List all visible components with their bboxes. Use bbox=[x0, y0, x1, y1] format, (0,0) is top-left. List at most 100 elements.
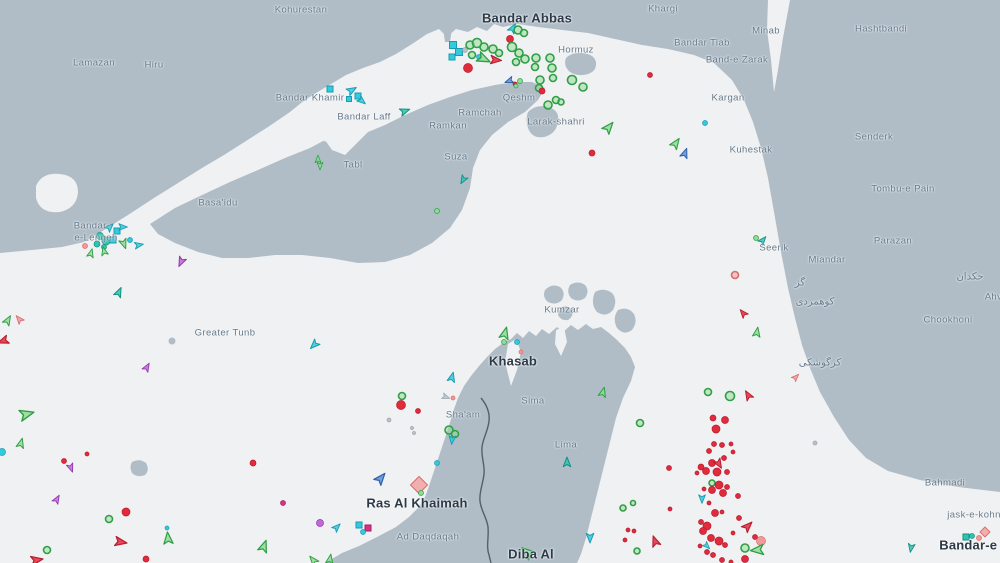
vessel-marker-ring[interactable] bbox=[506, 41, 518, 53]
vessel-marker-arrow[interactable] bbox=[698, 494, 706, 504]
vessel-marker-arrow[interactable] bbox=[113, 535, 128, 547]
vessel-marker-dot[interactable] bbox=[625, 527, 631, 533]
vessel-marker-square[interactable] bbox=[455, 48, 463, 56]
vessel-marker-dot[interactable] bbox=[719, 489, 727, 497]
vessel-marker-arrow[interactable] bbox=[316, 161, 324, 171]
vessel-marker-ring[interactable] bbox=[42, 545, 52, 555]
vessel-marker-arrow[interactable] bbox=[749, 543, 765, 556]
vessel-marker-arrow[interactable] bbox=[14, 313, 25, 325]
vessel-marker-arrow[interactable] bbox=[314, 154, 322, 164]
vessel-marker-dot[interactable] bbox=[450, 395, 456, 401]
vessel-marker-arrow[interactable] bbox=[65, 462, 75, 473]
vessel-marker-square[interactable] bbox=[962, 533, 970, 541]
vessel-marker-dot[interactable] bbox=[249, 459, 257, 467]
vessel-marker-diamond[interactable] bbox=[979, 526, 991, 538]
vessel-marker-dot[interactable] bbox=[386, 417, 392, 423]
vessel-marker-dot[interactable] bbox=[93, 240, 101, 248]
vessel-marker-dot[interactable] bbox=[711, 424, 721, 434]
vessel-marker-square[interactable] bbox=[109, 236, 117, 244]
vessel-marker-dot[interactable] bbox=[724, 484, 730, 490]
vessel-marker-arrow[interactable] bbox=[448, 435, 457, 445]
vessel-marker-dot[interactable] bbox=[82, 243, 88, 249]
vessel-marker-dot[interactable] bbox=[711, 509, 719, 517]
vessel-marker-arrow[interactable] bbox=[398, 106, 411, 117]
vessel-marker-arrow[interactable] bbox=[740, 519, 755, 534]
vessel-marker-arrow[interactable] bbox=[257, 539, 271, 554]
vessel-marker-arrow[interactable] bbox=[331, 522, 343, 533]
vessel-marker-dot[interactable] bbox=[463, 63, 473, 73]
vessel-marker-dot[interactable] bbox=[812, 440, 818, 446]
vessel-marker-ring[interactable] bbox=[740, 543, 750, 553]
vessel-marker-dot[interactable] bbox=[701, 486, 707, 492]
vessel-marker-arrow[interactable] bbox=[679, 147, 690, 160]
vessel-marker-ring[interactable] bbox=[708, 479, 716, 487]
vessel-marker-arrow[interactable] bbox=[29, 554, 44, 563]
vessel-marker-dot[interactable] bbox=[697, 543, 703, 549]
vessel-marker-ring[interactable] bbox=[530, 62, 540, 72]
vessel-marker-dot[interactable] bbox=[707, 534, 715, 542]
vessel-marker-dot[interactable] bbox=[647, 72, 653, 78]
vessel-marker-dot[interactable] bbox=[415, 408, 421, 414]
vessel-marker-dot[interactable] bbox=[699, 527, 707, 535]
vessel-marker-arrow[interactable] bbox=[458, 174, 469, 186]
vessel-marker-square[interactable] bbox=[354, 92, 362, 100]
vessel-marker-dot[interactable] bbox=[96, 232, 104, 240]
vessel-marker-dot[interactable] bbox=[121, 507, 131, 517]
vessel-marker-dot[interactable] bbox=[704, 549, 710, 555]
vessel-marker-dot[interactable] bbox=[728, 441, 734, 447]
vessel-marker-arrow[interactable] bbox=[669, 136, 683, 151]
vessel-marker-dot[interactable] bbox=[514, 339, 520, 345]
vessel-marker-ring[interactable] bbox=[724, 390, 736, 402]
vessel-marker-dot[interactable] bbox=[711, 441, 717, 447]
vessel-marker-dot[interactable] bbox=[667, 506, 673, 512]
vessel-marker-arrow[interactable] bbox=[104, 222, 116, 233]
vessel-marker-ring[interactable] bbox=[531, 53, 541, 63]
vessel-marker-square[interactable] bbox=[448, 53, 456, 61]
vessel-marker-dot[interactable] bbox=[706, 500, 712, 506]
vessel-marker-square[interactable] bbox=[449, 41, 457, 49]
vessel-marker-dot[interactable] bbox=[462, 47, 468, 53]
vessel-marker-dot[interactable] bbox=[588, 149, 596, 157]
vessel-marker-ring[interactable] bbox=[543, 100, 553, 110]
vessel-marker-arrow[interactable] bbox=[475, 51, 492, 67]
vessel-marker-arrow[interactable] bbox=[141, 362, 152, 373]
vessel-marker-ring[interactable] bbox=[467, 50, 477, 60]
vessel-marker-arrow[interactable] bbox=[15, 437, 26, 449]
vessel-marker-ring[interactable] bbox=[511, 57, 521, 67]
vessel-marker-arrow[interactable] bbox=[446, 371, 457, 383]
vessel-marker-arrow[interactable] bbox=[742, 389, 755, 402]
vessel-marker-dot[interactable] bbox=[721, 455, 727, 461]
vessel-marker-dot[interactable] bbox=[709, 414, 717, 422]
vessel-marker-dot[interactable] bbox=[730, 530, 736, 536]
vessel-marker-dot[interactable] bbox=[360, 529, 366, 535]
vessel-marker-dot[interactable] bbox=[412, 431, 416, 435]
vessel-marker-arrow[interactable] bbox=[345, 84, 358, 97]
vessel-marker-dot[interactable] bbox=[721, 416, 729, 424]
vessel-marker-dot[interactable] bbox=[714, 536, 724, 546]
vessel-marker-square[interactable] bbox=[346, 96, 352, 102]
vessel-marker-dot[interactable] bbox=[719, 509, 725, 515]
vessel-marker-arrow[interactable] bbox=[175, 255, 187, 268]
vessel-marker-arrow[interactable] bbox=[907, 542, 916, 553]
vessel-marker-dot[interactable] bbox=[666, 465, 672, 471]
vessel-marker-dot[interactable] bbox=[84, 451, 90, 457]
vessel-marker-arrow[interactable] bbox=[701, 540, 711, 550]
vessel-marker-dot[interactable] bbox=[969, 533, 975, 539]
vessel-marker-arrow[interactable] bbox=[1, 314, 13, 327]
vessel-marker-arrow[interactable] bbox=[307, 554, 320, 563]
vessel-marker-dot[interactable] bbox=[61, 458, 67, 464]
vessel-marker-arrow[interactable] bbox=[597, 386, 608, 398]
vessel-marker-ring[interactable] bbox=[619, 504, 627, 512]
vessel-marker-dot[interactable] bbox=[719, 442, 725, 448]
vessel-marker-arrow[interactable] bbox=[163, 531, 174, 545]
vessel-marker-ring[interactable] bbox=[633, 547, 641, 555]
vessel-marker-arrow[interactable] bbox=[712, 457, 724, 470]
vessel-marker-dot[interactable] bbox=[698, 519, 704, 525]
vessel-marker-ring[interactable] bbox=[703, 387, 713, 397]
vessel-marker-ring[interactable] bbox=[104, 514, 114, 524]
vessel-marker-arrow[interactable] bbox=[86, 248, 96, 259]
vessel-marker-ring[interactable] bbox=[444, 425, 454, 435]
vessel-marker-arrow[interactable] bbox=[489, 54, 503, 65]
vessel-marker-diamond[interactable] bbox=[409, 475, 429, 495]
